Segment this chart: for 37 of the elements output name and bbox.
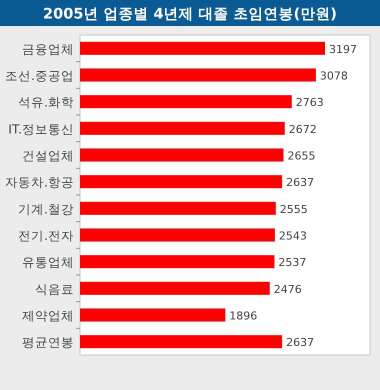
bar bbox=[80, 95, 292, 108]
data-label: 3078 bbox=[320, 70, 348, 82]
bar bbox=[80, 228, 275, 242]
y-tick-label: 식음료 bbox=[35, 281, 74, 296]
bar bbox=[80, 282, 270, 295]
data-label: 2537 bbox=[278, 256, 306, 270]
bar bbox=[80, 148, 284, 162]
y-tick-label: 전기.전자 bbox=[18, 228, 74, 243]
y-tick-label: 기계.철강 bbox=[18, 201, 74, 216]
data-label: 2476 bbox=[274, 282, 302, 296]
y-tick-label: 평균연봉 bbox=[22, 334, 74, 350]
data-label: 3197 bbox=[329, 42, 357, 56]
data-label: 2543 bbox=[278, 230, 307, 242]
y-tick-label: 조선.중공업 bbox=[5, 68, 74, 83]
data-label: 1896 bbox=[229, 310, 258, 322]
y-tick-label: 금융업체 bbox=[22, 41, 74, 56]
data-label: 2555 bbox=[280, 202, 308, 216]
y-tick-label: IT.정보통신 bbox=[8, 121, 74, 136]
bar bbox=[80, 308, 226, 322]
y-tick-label: 자동차.항공 bbox=[5, 174, 74, 190]
y-tick-label: 석유.화학 bbox=[18, 94, 74, 110]
bar bbox=[80, 255, 274, 268]
bar bbox=[80, 68, 316, 82]
data-label: 2672 bbox=[288, 122, 317, 136]
data-label: 2637 bbox=[286, 176, 314, 190]
chart-title: 2005년 업종별 4년제 대졸 초임연봉(만원) bbox=[43, 6, 337, 22]
bar bbox=[80, 202, 276, 215]
bar bbox=[80, 175, 282, 188]
data-label: 2763 bbox=[296, 96, 324, 110]
bar bbox=[80, 122, 285, 135]
y-tick-label: 유통업체 bbox=[22, 254, 74, 270]
bar bbox=[80, 335, 282, 348]
y-tick-label: 제약업체 bbox=[22, 308, 74, 323]
bar bbox=[80, 42, 325, 55]
data-label: 2655 bbox=[287, 150, 316, 162]
data-label: 2637 bbox=[286, 336, 314, 350]
y-tick-label: 건설업체 bbox=[22, 148, 74, 163]
